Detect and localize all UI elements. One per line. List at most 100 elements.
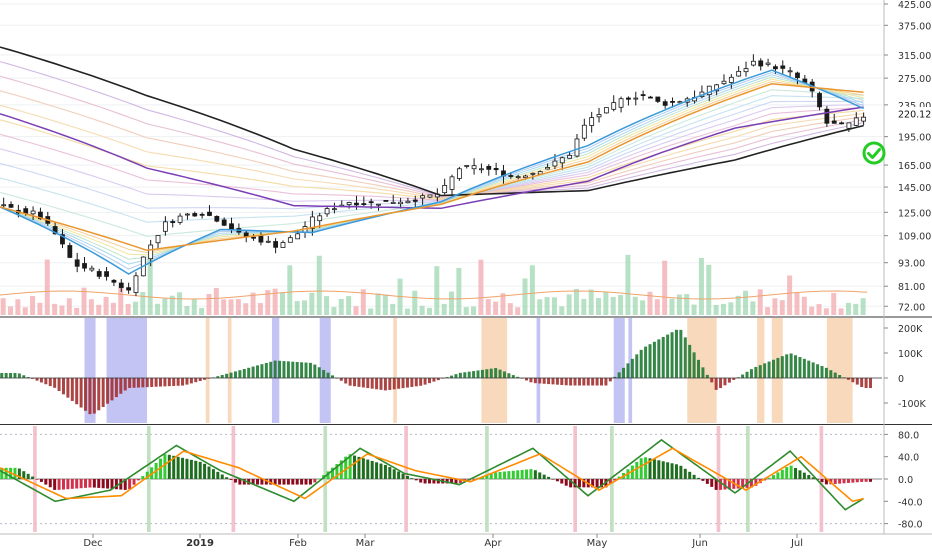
flow-bar [344,378,348,384]
osc-line-green [0,438,865,511]
flow-bar [308,362,312,378]
flow-bar [88,378,92,415]
candle-body [655,96,661,102]
osc-bar [106,479,110,489]
volume-bar [449,291,455,315]
volume-bar [375,293,381,315]
volume-bar [309,292,315,315]
volume-bar [853,303,859,315]
flow-bar [375,378,379,390]
osc-bar [542,474,546,479]
candle-body [67,245,73,258]
osc-bar [17,468,21,479]
flow-bar [61,378,65,395]
osc-bar [657,460,661,479]
volume-bar [647,291,653,315]
volume-bar [8,306,14,315]
candle-body [1,204,7,207]
flow-bar [97,378,101,411]
volume-bar [390,303,396,315]
candle-body [170,221,176,224]
osc-bar [582,479,586,488]
osc-bar [410,478,414,479]
volume-bar [823,308,829,315]
candle-body [589,117,595,126]
volume-bar [463,307,469,315]
volume-bar [404,308,410,315]
flow-bar [807,360,811,378]
flow-bar [798,357,802,378]
flow-tick-label: 0 [898,374,904,385]
flow-bar [846,378,850,380]
flow-bar [31,378,35,379]
flow-bar [599,378,603,386]
candle-body [640,94,646,96]
flow-bar [203,378,207,380]
flow-bar [855,378,859,385]
volume-bar [324,296,330,315]
volume-bar [441,303,447,315]
flow-bar [511,375,515,378]
osc-bar [238,479,242,485]
volume-average-line [0,290,868,300]
osc-tick-label: 40.0 [898,453,919,464]
oscillator-histogram [0,454,873,490]
osc-bar [485,475,489,479]
check-circle-icon [862,141,886,165]
flow-bar [727,378,731,383]
volume-bar [772,298,778,315]
ribbon-line [0,103,864,202]
time-axis: Dec 2019 Feb Mar Apr May Jun Jul [83,534,803,549]
volume-bar [74,307,80,315]
volume-bar [507,303,513,315]
flow-bar [198,378,202,381]
osc-bar [132,479,136,485]
flow-bar [238,370,242,378]
volume-flow-panel: 200K 100K 0 -100K [0,318,927,423]
osc-bar [405,475,409,479]
volume-bar [691,304,697,315]
volume-bar [118,287,124,315]
flow-bar [551,378,555,385]
flow-bar [70,378,74,401]
volume-bar [15,299,21,315]
flow-band-blue [628,318,633,423]
candle-body [60,234,65,245]
osc-bar [282,479,286,485]
osc-bar [229,479,233,480]
osc-bar [824,479,828,485]
candle-body [795,72,800,79]
osc-bar [450,479,454,484]
candle-body [714,84,720,92]
candle-body [229,223,234,230]
volume-bar [257,303,263,315]
flow-bar [13,373,17,378]
osc-bar [502,471,506,479]
osc-bar [529,469,533,479]
candle-body [493,168,499,171]
candle-body [787,70,793,73]
flow-bar [820,366,824,378]
candle-body [309,216,315,229]
flow-bar [454,374,458,378]
volume-bar [522,278,528,315]
osc-bar [688,471,692,479]
osc-bar [383,464,387,479]
flow-bar [313,364,317,378]
flow-bar [291,361,295,378]
price-tick-label: 93.00 [898,259,925,270]
candle-body [30,210,36,215]
time-tick-label: Dec [83,538,102,549]
flow-bar [864,378,868,388]
price-tick-label: 195.00 [898,133,931,144]
flow-bar [282,361,286,378]
volume-bar [0,298,6,315]
flow-bar [811,362,815,378]
flow-band-orange [393,318,397,423]
volume-bar [221,299,227,315]
flow-bar [476,370,480,378]
osc-bar [414,479,418,481]
candle-body [552,160,558,167]
osc-bar [110,479,114,489]
